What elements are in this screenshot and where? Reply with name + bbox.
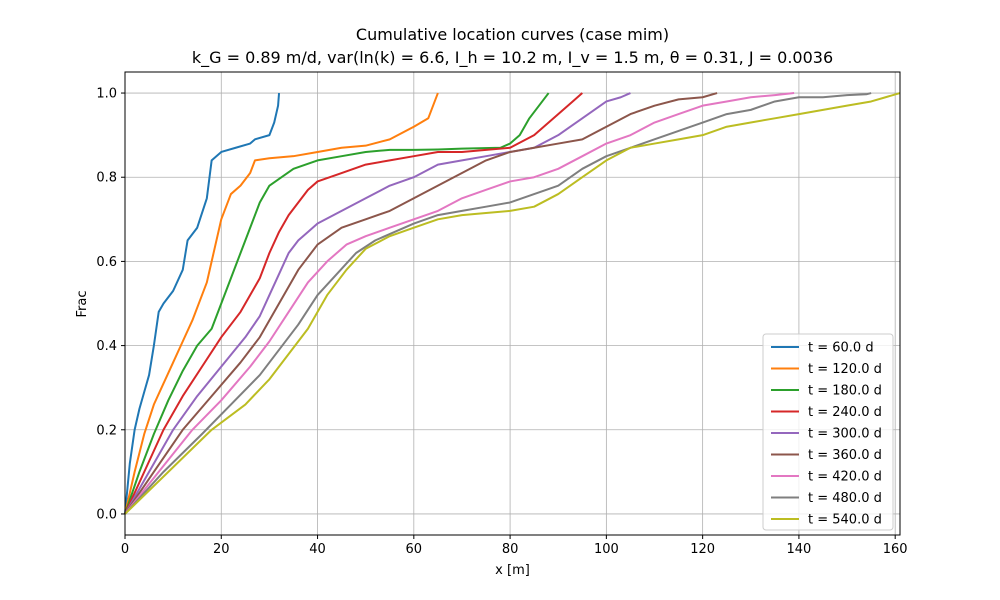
series-line-0 xyxy=(124,92,281,515)
x-tick-label: 120 xyxy=(690,542,715,557)
legend-label: t = 240.0 d xyxy=(808,405,882,420)
series-line-5 xyxy=(124,92,718,515)
legend-label: t = 120.0 d xyxy=(808,362,882,377)
y-tick-label: 0.6 xyxy=(96,255,117,270)
legend-box xyxy=(762,333,894,531)
x-tick-label: 0 xyxy=(121,542,129,557)
x-tick-label: 80 xyxy=(502,542,519,557)
y-tick-label: 0.4 xyxy=(96,339,117,354)
x-tick-label: 60 xyxy=(406,542,423,557)
series-line-1 xyxy=(124,92,439,515)
x-tick-label: 140 xyxy=(786,542,811,557)
y-tick-label: 0.8 xyxy=(96,171,117,186)
series-line-6 xyxy=(124,92,795,515)
legend-label: t = 60.0 d xyxy=(808,341,874,356)
legend-label: t = 480.0 d xyxy=(808,491,882,506)
x-axis-label: x [m] xyxy=(495,563,530,578)
y-axis-label: Frac xyxy=(75,291,90,318)
series-lines xyxy=(124,92,901,515)
legend-label: t = 360.0 d xyxy=(808,448,882,463)
y-tick-label: 1.0 xyxy=(96,87,117,102)
legend-label: t = 420.0 d xyxy=(808,470,882,485)
chart-title: Cumulative location curves (case mim) xyxy=(356,25,669,44)
series-line-4 xyxy=(124,92,631,515)
series-line-8 xyxy=(124,92,901,515)
axis-ticks: 0 20 40 60 80 100 120 140 160 0.0 0.2 0.4 0.6 0.8 1.0 xyxy=(96,87,907,557)
x-tick-label: 160 xyxy=(883,542,908,557)
x-tick-label: 20 xyxy=(213,542,230,557)
y-tick-label: 0.0 xyxy=(96,507,117,522)
x-tick-label: 100 xyxy=(594,542,619,557)
legend: t = 60.0 d t = 120.0 d t = 180.0 d t = 240.… xyxy=(762,333,894,531)
series-line-2 xyxy=(124,92,550,515)
series-line-7 xyxy=(124,92,872,515)
y-tick-label: 0.2 xyxy=(96,423,117,438)
legend-label: t = 540.0 d xyxy=(808,513,882,528)
chart-subtitle: k_G = 0.89 m/d, var(ln(k) = 6.6, I_h = 1… xyxy=(192,48,833,68)
plot-frame xyxy=(124,71,901,536)
legend-label: t = 300.0 d xyxy=(808,427,882,442)
series-line-3 xyxy=(124,92,583,515)
x-tick-label: 40 xyxy=(309,542,326,557)
legend-label: t = 180.0 d xyxy=(808,384,882,399)
